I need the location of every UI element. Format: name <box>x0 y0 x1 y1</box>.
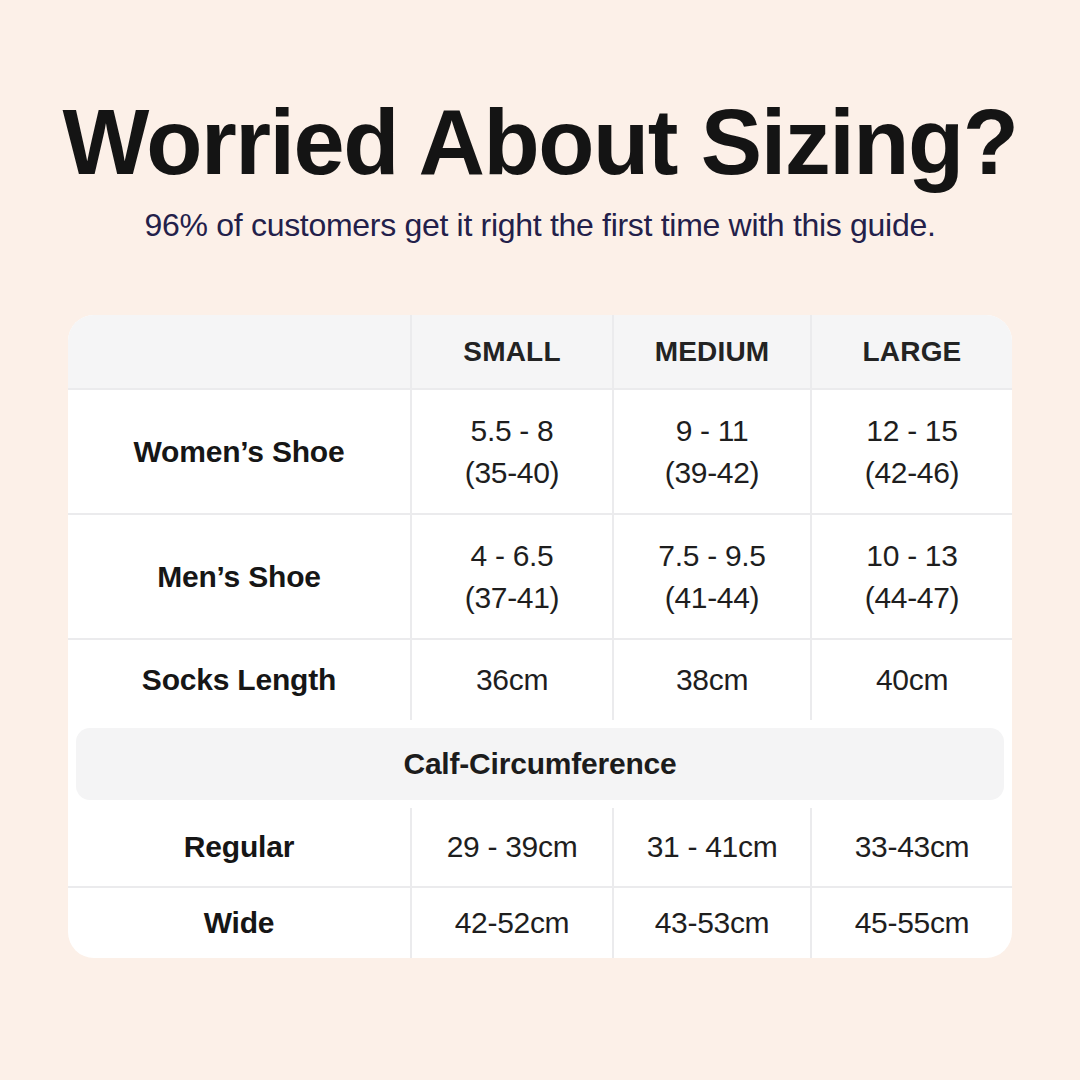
table-row-mens-shoe: Men’s Shoe 4 - 6.5 (37-41) 7.5 - 9.5 (41… <box>68 515 1012 640</box>
cell-line: 38cm <box>676 659 748 701</box>
subtitle-text: 96% of customers get it right the first … <box>0 207 1080 244</box>
cell-line: 33-43cm <box>855 826 970 868</box>
column-header-medium: MEDIUM <box>612 315 810 388</box>
section-band-wrapper: Calf-Circumference <box>68 720 1012 808</box>
cell-line: (35-40) <box>465 452 560 494</box>
table-row-regular: Regular 29 - 39cm 31 - 41cm 33-43cm <box>68 808 1012 888</box>
cell-line: 10 - 13 <box>866 535 957 577</box>
row-label-womens-shoe: Women’s Shoe <box>68 390 410 513</box>
row-label-socks-length: Socks Length <box>68 640 410 720</box>
cell-line: 42-52cm <box>455 902 570 944</box>
cell-regular-medium: 31 - 41cm <box>612 808 810 886</box>
cell-mens-medium: 7.5 - 9.5 (41-44) <box>612 515 810 638</box>
cell-socks-small: 36cm <box>410 640 612 720</box>
table-row-wide: Wide 42-52cm 43-53cm 45-55cm <box>68 888 1012 958</box>
cell-line: 5.5 - 8 <box>471 410 554 452</box>
page-title: Worried About Sizing? <box>0 94 1080 191</box>
cell-mens-small: 4 - 6.5 (37-41) <box>410 515 612 638</box>
cell-line: 29 - 39cm <box>447 826 578 868</box>
sizing-guide-infographic: Worried About Sizing? 96% of customers g… <box>0 0 1080 1080</box>
cell-womens-medium: 9 - 11 (39-42) <box>612 390 810 513</box>
row-label-regular: Regular <box>68 808 410 886</box>
cell-line: 45-55cm <box>855 902 970 944</box>
cell-line: 36cm <box>476 659 548 701</box>
column-header-small: SMALL <box>410 315 612 388</box>
cell-line: (41-44) <box>665 577 760 619</box>
table-row-socks-length: Socks Length 36cm 38cm 40cm <box>68 640 1012 720</box>
cell-line: 43-53cm <box>655 902 770 944</box>
cell-line: (44-47) <box>865 577 960 619</box>
cell-line: 7.5 - 9.5 <box>658 535 765 577</box>
cell-line: 9 - 11 <box>676 410 749 452</box>
cell-line: 12 - 15 <box>866 410 957 452</box>
cell-womens-small: 5.5 - 8 (35-40) <box>410 390 612 513</box>
cell-regular-large: 33-43cm <box>810 808 1012 886</box>
table-row-womens-shoe: Women’s Shoe 5.5 - 8 (35-40) 9 - 11 (39-… <box>68 390 1012 515</box>
cell-wide-large: 45-55cm <box>810 888 1012 958</box>
cell-wide-small: 42-52cm <box>410 888 612 958</box>
column-header-large: LARGE <box>810 315 1012 388</box>
table-header-row: SMALL MEDIUM LARGE <box>68 315 1012 390</box>
cell-line: 40cm <box>876 659 948 701</box>
cell-regular-small: 29 - 39cm <box>410 808 612 886</box>
cell-line: (39-42) <box>665 452 760 494</box>
row-label-mens-shoe: Men’s Shoe <box>68 515 410 638</box>
cell-line: (37-41) <box>465 577 560 619</box>
section-header-calf-circumference: Calf-Circumference <box>76 728 1004 800</box>
cell-socks-large: 40cm <box>810 640 1012 720</box>
cell-socks-medium: 38cm <box>612 640 810 720</box>
cell-line: (42-46) <box>865 452 960 494</box>
row-label-wide: Wide <box>68 888 410 958</box>
cell-wide-medium: 43-53cm <box>612 888 810 958</box>
size-chart-table: SMALL MEDIUM LARGE Women’s Shoe 5.5 - 8 … <box>68 315 1012 958</box>
cell-line: 4 - 6.5 <box>471 535 554 577</box>
cell-line: 31 - 41cm <box>647 826 778 868</box>
header-block: Worried About Sizing? 96% of customers g… <box>0 0 1080 244</box>
cell-mens-large: 10 - 13 (44-47) <box>810 515 1012 638</box>
cell-womens-large: 12 - 15 (42-46) <box>810 390 1012 513</box>
column-header-blank <box>68 315 410 388</box>
